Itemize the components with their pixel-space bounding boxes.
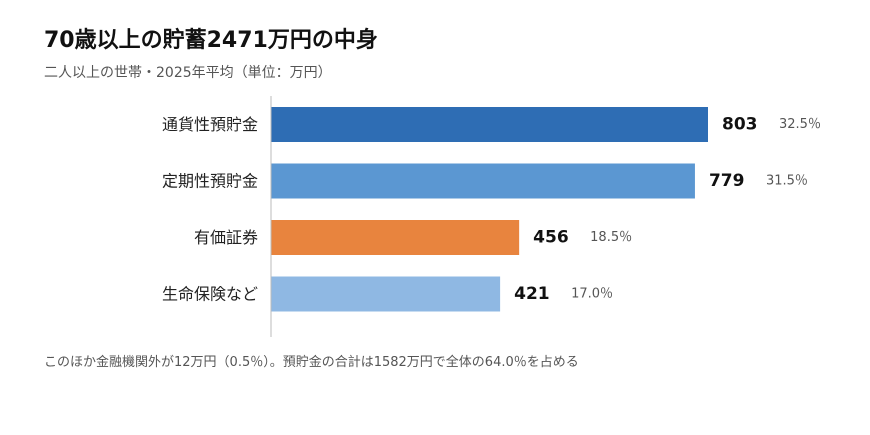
value-label: 421 [514,284,550,304]
category-label: 生命保険など [162,285,258,304]
value-label: 803 [722,115,758,135]
value-label: 456 [533,228,569,248]
percent-label: 17.0％ [571,287,613,302]
chart-subtitle: 二人以上の世帯・2025年平均（単位：万円） [44,65,332,81]
footnote: このほか金融機関外が12万円（0.5％）。預貯金の合計は1582万円で全体の64… [44,355,579,370]
bar [271,276,501,312]
bar [271,163,695,199]
value-label: 779 [709,171,745,191]
percent-label: 31.5％ [766,174,808,189]
percent-label: 32.5％ [779,117,821,132]
percent-label: 18.5％ [590,230,632,245]
bar [271,220,520,255]
bar [271,107,708,142]
category-label: 定期性預貯金 [162,172,258,191]
chart-title: 70歳以上の貯蓄2471万円の中身 [44,28,378,53]
category-label: 有価証券 [194,228,258,247]
category-label: 通貨性預貯金 [162,115,258,134]
